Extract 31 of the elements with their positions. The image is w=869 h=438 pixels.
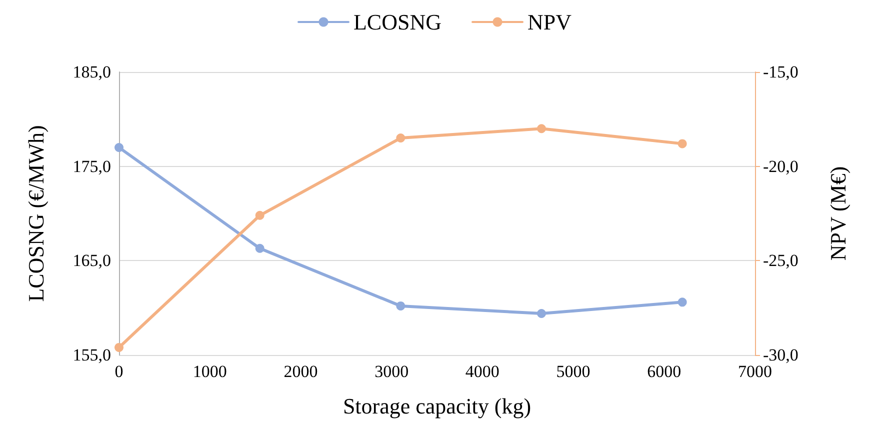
y-tick-label: 155,0 [72,346,111,364]
y2-tick-label: -20,0 [763,156,798,176]
x-tick-label: 4000 [465,362,500,381]
point [114,142,124,152]
y2-axis-title: NPV (M€) [826,166,850,261]
x-tick-label: 5000 [556,362,590,381]
y-axis-title: LCOSNG (€/MWh) [24,125,48,302]
x-tick-label: 2000 [284,362,318,381]
point [396,134,406,143]
legend-label: NPV [528,10,572,34]
y2-tick-label: -25,0 [763,251,798,270]
point [678,139,687,148]
point [255,244,264,253]
point [114,342,124,352]
y-tick-label: 185,0 [72,62,111,82]
point [536,124,546,134]
x-axis-title: Storage capacity (kg) [342,394,532,418]
x-tick-label: 3000 [374,362,409,381]
point [678,298,687,307]
y2-tick-label: -30,0 [763,346,798,364]
x-tick-label: 0 [114,362,124,381]
x-tick-label: 1000 [192,362,227,381]
y-tick-label: 175,0 [72,156,111,176]
y-tick-label: 165,0 [72,251,111,270]
x-tick-label: 7000 [738,362,772,381]
point [536,308,546,318]
legend-label: LCOSNG [353,10,442,34]
point [396,301,406,310]
x-tick-label: 6000 [647,362,682,381]
point [255,210,264,220]
y2-tick-label: -15,0 [763,62,798,82]
